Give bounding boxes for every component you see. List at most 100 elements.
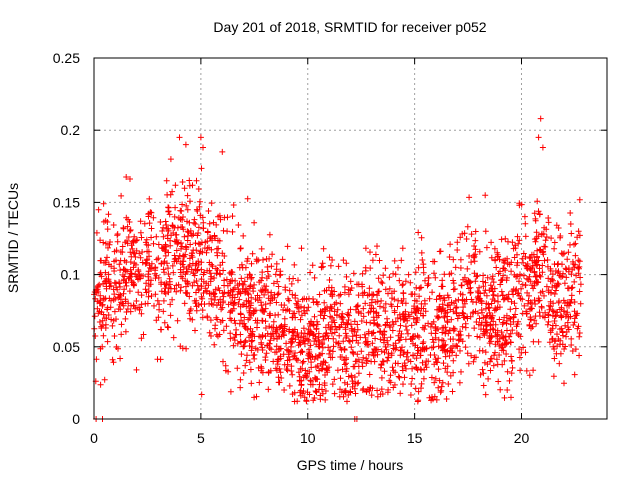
data-point <box>123 259 130 266</box>
data-point <box>531 317 538 324</box>
data-point <box>342 389 349 396</box>
data-point <box>156 306 163 313</box>
data-point <box>141 220 148 227</box>
data-point <box>462 324 469 331</box>
data-point <box>237 384 244 391</box>
data-point <box>283 366 290 372</box>
data-point <box>229 228 236 235</box>
data-point <box>432 375 439 382</box>
data-point <box>344 321 351 328</box>
data-point <box>203 249 210 256</box>
data-point <box>439 337 446 344</box>
data-point <box>532 259 539 266</box>
data-point <box>387 334 394 341</box>
data-point <box>466 194 473 201</box>
data-point <box>274 278 281 285</box>
data-point <box>175 281 182 288</box>
data-point <box>348 285 355 291</box>
data-point <box>270 330 276 337</box>
data-point <box>482 349 489 356</box>
data-point <box>464 315 471 322</box>
data-point <box>506 377 513 384</box>
data-point <box>500 257 507 264</box>
data-point <box>547 265 554 272</box>
data-point <box>522 233 529 240</box>
data-point <box>430 318 437 325</box>
data-point <box>207 270 214 277</box>
data-point <box>496 343 503 349</box>
data-point <box>515 240 522 247</box>
data-point <box>355 370 362 377</box>
data-point <box>263 256 270 262</box>
data-point <box>275 283 282 290</box>
data-point <box>488 355 495 362</box>
data-point <box>126 288 133 295</box>
data-point <box>132 261 139 268</box>
data-point <box>349 378 356 385</box>
data-point <box>235 301 242 307</box>
data-point <box>305 304 312 311</box>
data-point <box>539 262 546 269</box>
data-point <box>228 317 235 324</box>
data-point <box>111 248 118 255</box>
data-point <box>148 265 155 272</box>
data-point <box>555 281 562 288</box>
data-point <box>248 275 255 282</box>
data-point <box>248 260 255 267</box>
data-point <box>261 291 268 298</box>
data-point <box>403 353 410 360</box>
data-point <box>113 284 120 291</box>
data-point <box>209 263 216 270</box>
data-point <box>301 304 308 311</box>
data-point <box>363 355 370 362</box>
data-point <box>388 303 395 310</box>
data-point <box>539 288 546 295</box>
data-point <box>341 347 348 353</box>
data-point <box>576 265 582 272</box>
data-point <box>490 318 497 325</box>
data-point <box>480 382 487 389</box>
data-point <box>418 380 425 387</box>
data-point <box>146 195 153 202</box>
data-point <box>488 254 495 261</box>
data-point <box>164 260 170 267</box>
data-point <box>440 305 447 312</box>
data-point <box>528 305 535 312</box>
data-point <box>117 306 124 313</box>
data-point <box>348 372 355 379</box>
data-point <box>192 327 198 334</box>
data-point <box>421 326 428 333</box>
data-point <box>96 319 103 325</box>
data-point <box>165 271 172 277</box>
data-point <box>443 396 450 402</box>
data-point <box>334 312 340 319</box>
data-point <box>383 346 390 353</box>
data-point <box>172 182 179 189</box>
data-point <box>528 251 535 258</box>
data-point <box>274 358 281 365</box>
data-point <box>181 253 188 260</box>
data-point <box>122 267 129 274</box>
data-point <box>127 266 134 273</box>
data-point <box>288 280 295 287</box>
data-point <box>186 293 193 300</box>
data-point <box>165 324 172 331</box>
data-point <box>376 257 383 264</box>
data-point <box>526 321 533 328</box>
data-point <box>468 259 475 266</box>
data-point <box>192 240 199 247</box>
data-point <box>158 281 165 288</box>
data-point <box>260 256 266 263</box>
data-point <box>517 367 524 374</box>
data-point <box>261 308 268 315</box>
data-point <box>258 288 265 295</box>
data-point <box>521 302 528 309</box>
data-point <box>220 293 227 300</box>
data-point <box>102 240 109 247</box>
data-point <box>287 348 294 354</box>
data-point <box>402 336 409 343</box>
data-point <box>560 332 566 339</box>
data-point <box>144 248 151 255</box>
data-point <box>388 350 395 357</box>
data-point <box>156 301 163 308</box>
